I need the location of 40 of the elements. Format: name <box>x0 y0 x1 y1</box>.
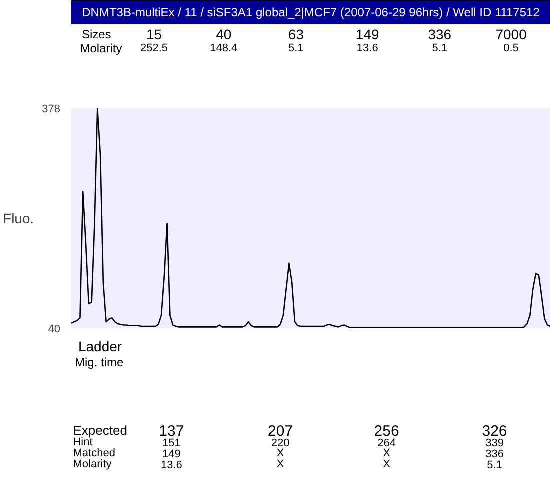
text: 339 <box>486 438 504 450</box>
text: Molarity <box>80 42 122 56</box>
text: 148.4 <box>210 42 238 54</box>
text: 15 <box>146 26 162 42</box>
chart-title: DNMT3B-multiEx / 11 / siSF3A1 global_2|MCF7 (2007-06-29 96hrs) / Well ID 1117512 <box>82 6 540 20</box>
text: 5.1 <box>432 42 448 54</box>
text: 137 <box>159 423 184 440</box>
text: 220 <box>271 438 290 450</box>
text: 5.1 <box>487 460 502 472</box>
text: 5.1 <box>288 42 304 54</box>
text: 151 <box>162 438 181 450</box>
text: 336 <box>428 26 452 42</box>
text: 207 <box>268 423 294 440</box>
text: 336 <box>486 448 504 460</box>
text: X <box>276 458 285 470</box>
text: Sizes <box>82 28 112 42</box>
text: 0.5 <box>504 42 519 54</box>
line-series <box>72 108 550 328</box>
text: Ladder <box>78 338 122 354</box>
text: 40 <box>216 26 232 42</box>
text: 7000 <box>496 26 528 42</box>
text: 13.6 <box>356 42 378 54</box>
text: 326 <box>482 423 508 440</box>
text: Hint <box>73 436 93 448</box>
text: 256 <box>374 423 400 440</box>
text: X <box>383 458 392 470</box>
y-axis-title: Fluo. <box>3 210 34 226</box>
text: Matched <box>73 448 116 460</box>
text: X <box>383 448 392 460</box>
text: Molarity <box>73 458 112 470</box>
text: 252.5 <box>140 42 168 54</box>
text: 149 <box>162 448 181 460</box>
text: X <box>276 448 285 460</box>
text: 13.6 <box>160 460 182 472</box>
text: 149 <box>356 26 380 42</box>
text: Mig. time <box>74 356 124 370</box>
text: 63 <box>288 26 304 42</box>
y-tick-label: 378 <box>42 104 61 116</box>
text: Expected <box>73 423 128 438</box>
text: 264 <box>378 438 396 450</box>
